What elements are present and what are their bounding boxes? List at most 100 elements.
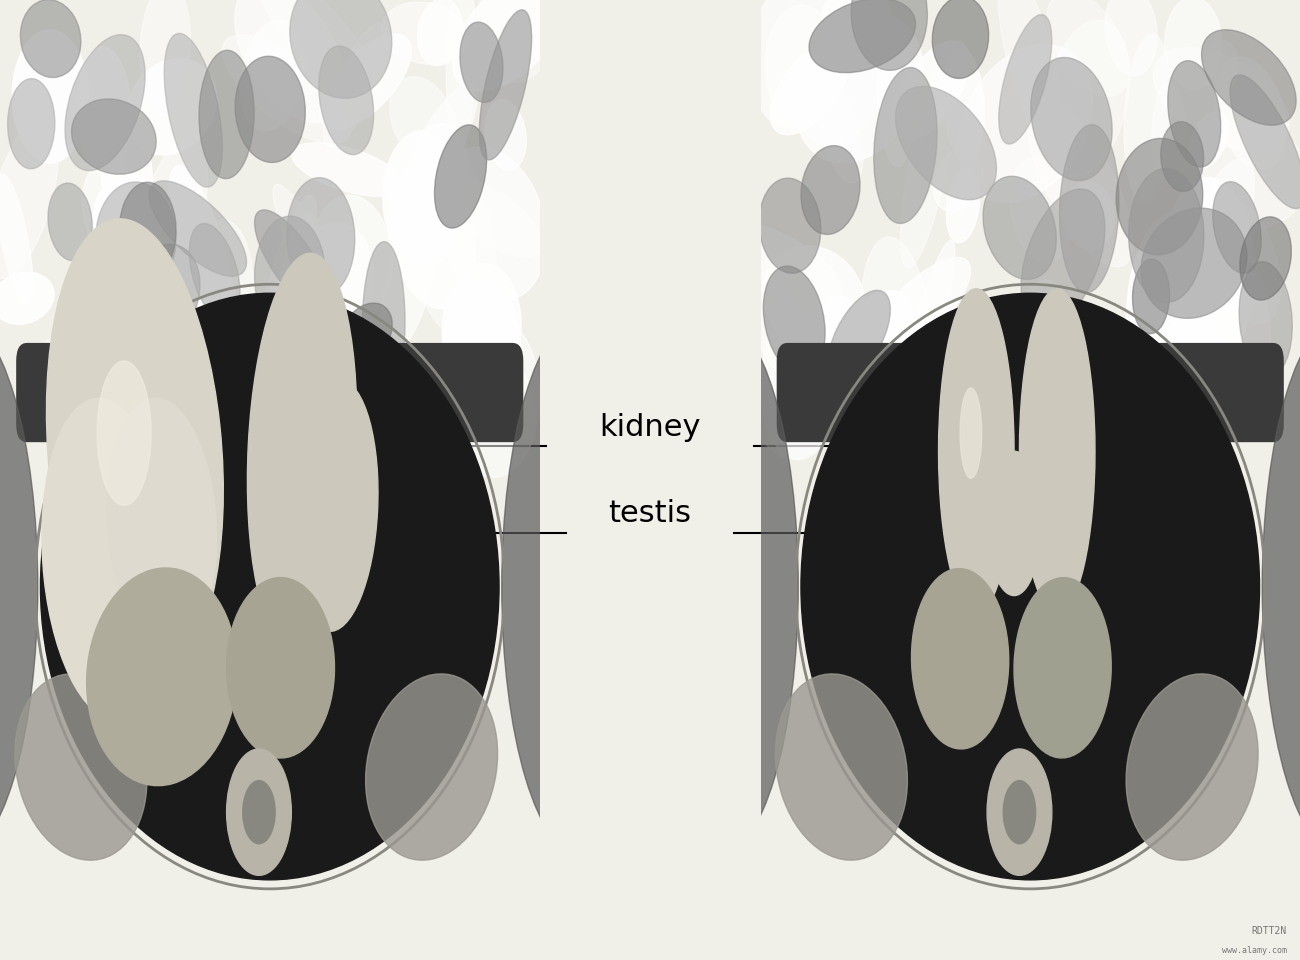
Ellipse shape [101,176,161,278]
Ellipse shape [190,224,240,322]
Ellipse shape [802,37,889,145]
Ellipse shape [983,177,1057,279]
Ellipse shape [1216,57,1287,170]
Ellipse shape [1239,262,1292,376]
Ellipse shape [160,220,254,429]
Ellipse shape [1128,168,1204,302]
Text: RDTT2N: RDTT2N [1252,926,1287,936]
Ellipse shape [120,182,176,277]
Ellipse shape [1171,209,1234,346]
Ellipse shape [1205,40,1238,96]
Ellipse shape [0,273,55,324]
Ellipse shape [247,253,358,649]
Ellipse shape [222,36,351,144]
Ellipse shape [1165,0,1222,89]
Ellipse shape [502,316,663,857]
Ellipse shape [411,349,447,427]
Ellipse shape [101,110,152,245]
Ellipse shape [226,749,291,876]
Ellipse shape [320,35,411,130]
Ellipse shape [1223,243,1270,374]
Ellipse shape [1141,208,1247,319]
Ellipse shape [961,388,982,478]
Ellipse shape [402,137,497,340]
Ellipse shape [290,0,391,98]
Ellipse shape [408,124,471,228]
Ellipse shape [946,169,980,243]
Ellipse shape [446,0,476,152]
Ellipse shape [235,0,346,122]
Ellipse shape [1179,123,1300,230]
Ellipse shape [255,210,330,312]
Ellipse shape [859,257,971,369]
Ellipse shape [878,17,915,167]
Ellipse shape [476,0,554,83]
Ellipse shape [387,164,476,309]
Ellipse shape [893,40,970,139]
Ellipse shape [1152,83,1186,185]
Ellipse shape [805,297,889,438]
Ellipse shape [259,195,317,365]
Ellipse shape [1015,280,1072,374]
Ellipse shape [816,80,863,182]
Ellipse shape [759,179,820,274]
Ellipse shape [291,143,403,197]
Ellipse shape [1124,34,1173,203]
Ellipse shape [147,309,216,456]
Ellipse shape [1141,324,1244,427]
Ellipse shape [164,34,222,187]
Ellipse shape [417,0,463,66]
Ellipse shape [1126,674,1258,860]
Ellipse shape [894,240,956,440]
Ellipse shape [382,2,469,64]
Ellipse shape [946,305,1005,378]
Ellipse shape [363,242,406,404]
Ellipse shape [762,302,840,460]
Ellipse shape [117,244,166,374]
Ellipse shape [291,379,378,632]
Ellipse shape [47,219,224,684]
Ellipse shape [0,316,38,857]
Ellipse shape [65,35,146,171]
Ellipse shape [741,301,835,459]
Ellipse shape [124,321,196,398]
Ellipse shape [1019,289,1095,613]
Ellipse shape [72,99,156,175]
Ellipse shape [393,84,477,224]
Ellipse shape [896,304,975,444]
Ellipse shape [1167,60,1221,167]
Ellipse shape [896,86,997,200]
Ellipse shape [763,246,864,352]
Ellipse shape [838,291,913,382]
Ellipse shape [480,10,532,160]
Ellipse shape [140,0,191,116]
Ellipse shape [828,290,891,382]
Ellipse shape [324,23,387,147]
Ellipse shape [944,48,984,162]
Ellipse shape [226,578,334,758]
Ellipse shape [1010,157,1071,262]
Ellipse shape [801,294,1260,880]
Ellipse shape [460,22,503,103]
Ellipse shape [763,266,826,374]
Ellipse shape [1127,211,1222,413]
Ellipse shape [0,174,32,304]
Ellipse shape [933,148,982,212]
Ellipse shape [255,216,325,336]
Ellipse shape [1097,321,1164,449]
Ellipse shape [1006,309,1113,445]
Ellipse shape [1262,316,1300,857]
Ellipse shape [1208,199,1280,324]
Ellipse shape [381,209,437,353]
Ellipse shape [333,318,386,438]
Ellipse shape [1014,578,1112,758]
FancyBboxPatch shape [16,343,524,443]
Ellipse shape [40,294,499,880]
Ellipse shape [749,0,838,128]
Ellipse shape [1063,181,1114,250]
Text: testis: testis [608,499,692,528]
Ellipse shape [775,674,907,860]
Ellipse shape [711,222,841,306]
Ellipse shape [998,14,1052,144]
Ellipse shape [1153,48,1290,151]
